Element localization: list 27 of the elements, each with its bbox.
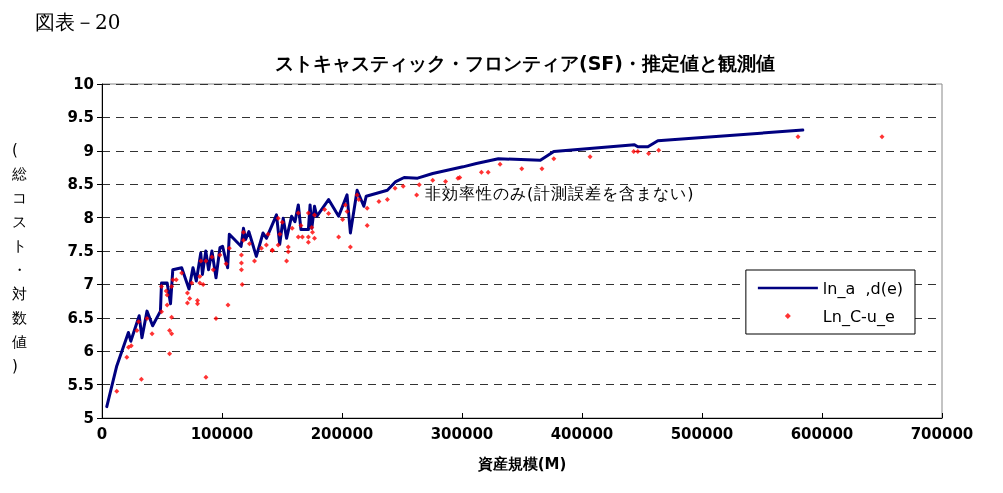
x-tick-label: 100000	[190, 424, 254, 443]
y-tick-label: 8	[83, 208, 94, 227]
y-tick-label: 7	[83, 275, 94, 294]
x-tick-label: 600000	[790, 424, 854, 443]
text: 図表－20	[35, 10, 121, 34]
x-tick-label: 200000	[310, 424, 374, 443]
y-tick-label: 8.5	[67, 175, 94, 194]
text: (総コスト・対数値)	[12, 141, 27, 375]
y-tick-label: 5.5	[67, 375, 94, 394]
y-tick-label: 10	[73, 75, 94, 93]
legend-label: ln_a ,d(e)	[822, 278, 904, 299]
chart-title: ストキャスティック・フロンティア(SF)・推定値と観測値	[274, 51, 776, 74]
y-tick-label: 9	[83, 141, 94, 160]
annotation: 非効率性のみ(計測誤差を含まない)	[425, 183, 696, 205]
x-tick-label: 700000	[910, 424, 974, 443]
x-tick-label: 500000	[670, 424, 734, 443]
y-tick-label: 9.5	[67, 108, 94, 127]
x-tick-label: 300000	[430, 424, 494, 443]
y-tick-label: 6.5	[67, 308, 94, 327]
x-tick-label: 400000	[550, 424, 614, 443]
y-tick-label: 6	[83, 342, 94, 361]
x-tick-label: 0	[96, 424, 108, 443]
x-axis-title: 資産規模(M)	[476, 454, 567, 473]
legend-label: Ln_C-u_e	[822, 306, 895, 327]
line-series	[105, 128, 805, 409]
y-tick-label: 5	[83, 409, 94, 427]
y-tick-label: 7.5	[67, 242, 94, 260]
